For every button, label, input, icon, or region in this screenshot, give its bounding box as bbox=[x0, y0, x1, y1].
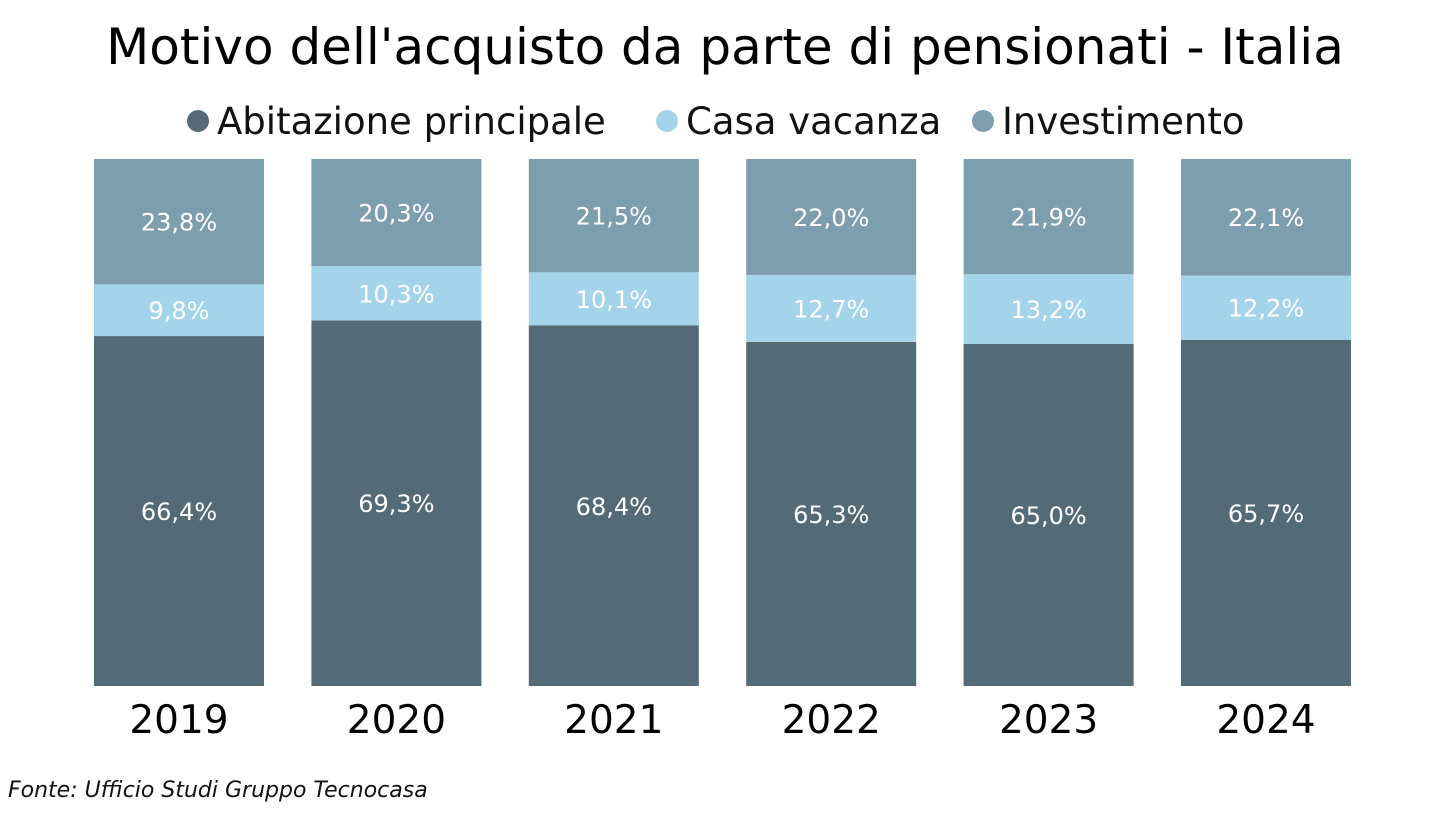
data-label-casa-vacanza-2019: 9,8% bbox=[149, 297, 210, 325]
bar-segment-casa-vacanza-2019 bbox=[94, 284, 264, 336]
data-label-investimento-2019: 23,8% bbox=[141, 209, 217, 237]
category-label-2020: 2020 bbox=[347, 698, 446, 743]
data-label-abitazione-principale-2020: 69,3% bbox=[358, 490, 434, 518]
bar-segment-abitazione-principale-2022 bbox=[746, 341, 917, 686]
data-label-investimento-2021: 21,5% bbox=[576, 203, 652, 231]
bar-segment-investimento-2024 bbox=[1181, 159, 1351, 276]
data-label-casa-vacanza-2020: 10,3% bbox=[358, 280, 434, 308]
data-label-abitazione-principale-2021: 68,4% bbox=[576, 493, 652, 521]
data-label-abitazione-principale-2024: 65,7% bbox=[1228, 500, 1304, 528]
bar-segment-investimento-2019 bbox=[94, 159, 264, 285]
legend-label-casa-vacanza: Casa vacanza bbox=[686, 100, 941, 143]
data-label-abitazione-principale-2023: 65,0% bbox=[1010, 502, 1086, 530]
bar-segment-casa-vacanza-2023 bbox=[963, 274, 1134, 344]
data-label-casa-vacanza-2024: 12,2% bbox=[1228, 295, 1304, 323]
bar-segment-investimento-2023 bbox=[963, 159, 1134, 275]
category-label-2022: 2022 bbox=[782, 698, 881, 743]
bar-segment-casa-vacanza-2022 bbox=[746, 274, 917, 342]
data-label-casa-vacanza-2023: 13,2% bbox=[1010, 296, 1086, 324]
legend: Abitazione principale Casa vacanza Inves… bbox=[187, 100, 1245, 143]
legend-swatch-casa-vacanza bbox=[656, 110, 678, 132]
bar-segment-abitazione-principale-2020 bbox=[311, 320, 482, 686]
data-label-investimento-2020: 20,3% bbox=[358, 200, 434, 228]
data-label-investimento-2024: 22,1% bbox=[1228, 204, 1304, 232]
chart-title: Motivo dell'acquisto da parte di pension… bbox=[106, 18, 1344, 76]
data-label-investimento-2023: 21,9% bbox=[1010, 204, 1086, 232]
category-label-2021: 2021 bbox=[564, 698, 663, 743]
bars-group bbox=[94, 159, 1351, 686]
source-note: Fonte: Ufficio Studi Gruppo Tecnocasa bbox=[8, 778, 428, 803]
legend-swatch-investimento bbox=[972, 110, 994, 132]
data-label-abitazione-principale-2022: 65,3% bbox=[793, 501, 869, 529]
bar-segment-investimento-2021 bbox=[528, 159, 699, 273]
data-label-casa-vacanza-2022: 12,7% bbox=[793, 295, 869, 323]
category-label-2023: 2023 bbox=[999, 698, 1098, 743]
bar-segment-casa-vacanza-2021 bbox=[528, 272, 699, 326]
category-labels-group: 2019 2020 2021 2022 2023 2024 bbox=[129, 698, 1315, 743]
legend-swatch-abitazione-principale bbox=[187, 110, 209, 132]
bar-segment-investimento-2022 bbox=[746, 159, 917, 275]
legend-label-abitazione-principale: Abitazione principale bbox=[217, 100, 606, 143]
category-label-2024: 2024 bbox=[1216, 698, 1315, 743]
bar-segment-casa-vacanza-2020 bbox=[311, 266, 482, 321]
segment-labels-group: 66,4% 9,8% 23,8% 69,3% 10,3% 20,3% 68,4% 10,1% 2… bbox=[141, 200, 1304, 530]
bar-segment-investimento-2020 bbox=[311, 159, 482, 267]
data-label-abitazione-principale-2019: 66,4% bbox=[141, 498, 217, 526]
bar-segment-abitazione-principale-2019 bbox=[94, 336, 264, 686]
bar-segment-abitazione-principale-2023 bbox=[963, 343, 1134, 686]
bar-segment-abitazione-principale-2021 bbox=[528, 325, 699, 686]
data-label-investimento-2022: 22,0% bbox=[793, 204, 869, 232]
legend-label-investimento: Investimento bbox=[1002, 100, 1245, 143]
bar-segment-casa-vacanza-2024 bbox=[1181, 275, 1351, 340]
category-label-2019: 2019 bbox=[129, 698, 228, 743]
data-label-casa-vacanza-2021: 10,1% bbox=[576, 286, 652, 314]
bar-segment-abitazione-principale-2024 bbox=[1181, 339, 1351, 686]
